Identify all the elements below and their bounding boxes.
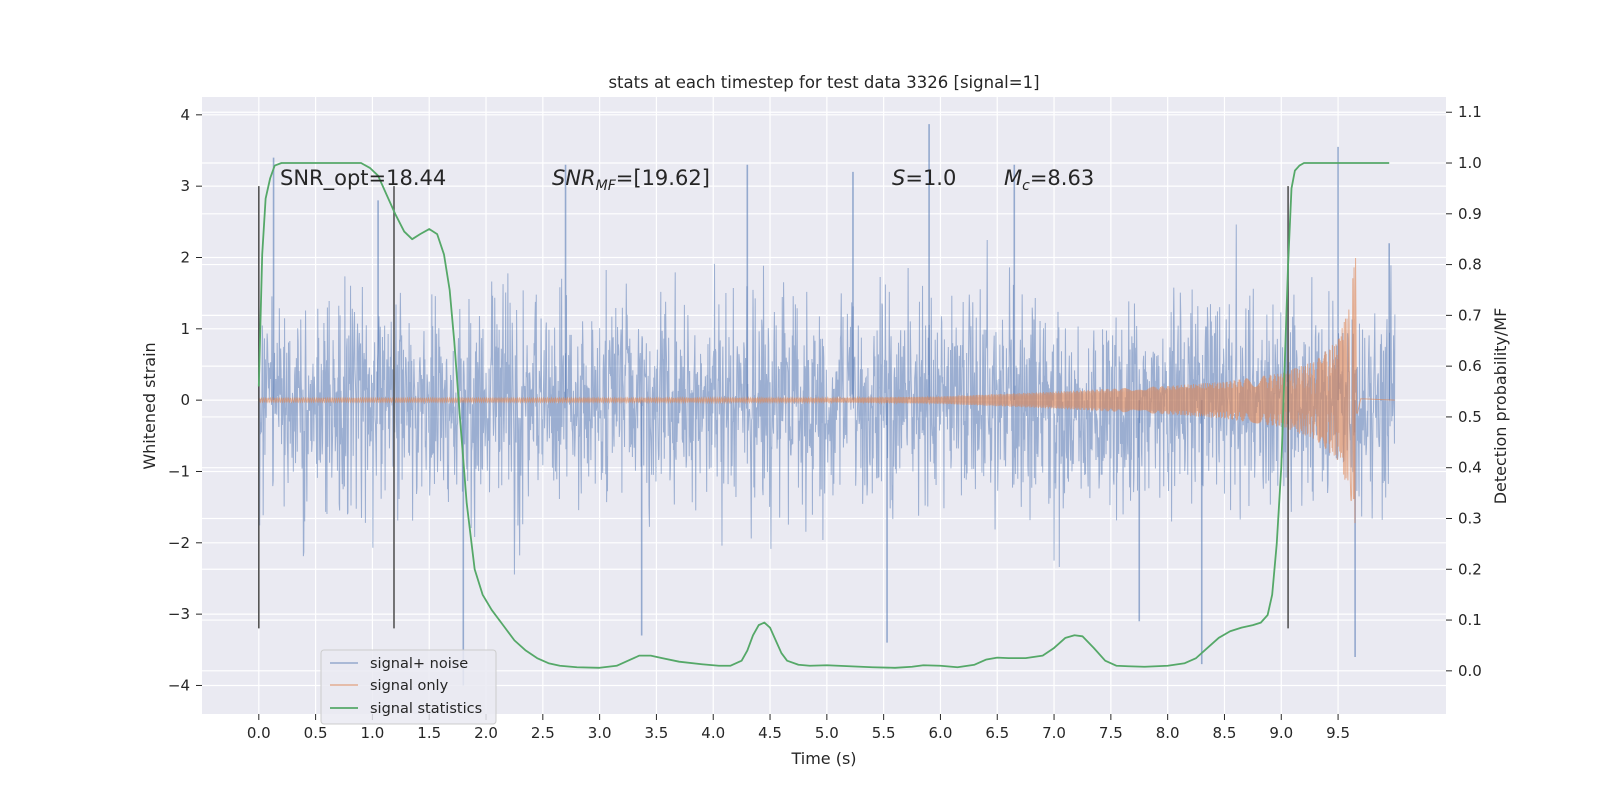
signal-noise-series (258, 124, 1396, 686)
annotation-mc-subscript: c (1022, 178, 1030, 194)
x-tick-label: 6.0 (929, 724, 953, 742)
x-axis-ticks: 0.0 0.5 1.0 1.5 2.0 2.5 3.0 3.5 4.0 4.5 5.0 5.5 6.0 6… (247, 714, 1350, 742)
y-tick-label: −1 (168, 462, 190, 480)
x-tick-label: 5.5 (872, 724, 896, 742)
y2-tick-label: 0.3 (1458, 509, 1482, 527)
x-tick-label: 8.5 (1213, 724, 1237, 742)
x-tick-label: 0.0 (247, 724, 271, 742)
x-tick-label: 7.0 (1042, 724, 1066, 742)
x-tick-label: 6.5 (985, 724, 1009, 742)
x-axis-label: Time (s) (790, 749, 856, 768)
y2-tick-label: 0.0 (1458, 662, 1482, 680)
annotation-s: S=1.0 (892, 166, 956, 190)
x-tick-label: 1.0 (360, 724, 384, 742)
annotation-mc-symbol: M (1004, 166, 1022, 190)
signal-noise-line (258, 224, 1396, 575)
legend-box (320, 649, 497, 725)
signal-only-series (258, 257, 1395, 524)
y-tick-label: −2 (168, 534, 190, 552)
signal-statistics-line (257, 162, 1390, 669)
y2-tick-label: 0.6 (1458, 357, 1482, 375)
signal-noise-peaks (272, 124, 1390, 686)
annotation-mc-value: =8.63 (1030, 166, 1094, 190)
y2-tick-label: 0.9 (1458, 205, 1482, 223)
y2-tick-label: 1.1 (1458, 103, 1482, 121)
x-tick-label: 9.0 (1269, 724, 1293, 742)
annotation-s-value: =1.0 (905, 166, 956, 190)
y-tick-label: 0 (180, 391, 190, 409)
x-tick-label: 2.5 (531, 724, 555, 742)
legend-label-signal-noise: signal+ noise (370, 656, 468, 672)
y-tick-label: 4 (180, 106, 190, 124)
x-tick-label: 4.5 (758, 724, 782, 742)
annotation-snr-mf-symbol: SNR (552, 166, 596, 190)
x-tick-label: 4.0 (701, 724, 725, 742)
y2-tick-label: 0.1 (1458, 611, 1482, 629)
y2-tick-label: 0.2 (1458, 560, 1482, 578)
annotation-s-symbol: S (892, 166, 905, 190)
y2-axis-ticks: 1.1 1.0 0.9 0.8 0.7 0.6 0.5 0.4 0.3 0.2 0.1 0.0 (1446, 103, 1482, 680)
signal-only-line (258, 257, 1395, 524)
y2-tick-label: 0.4 (1458, 459, 1482, 477)
legend-label-signal-only: signal only (370, 678, 449, 694)
x-tick-label: 0.5 (304, 724, 328, 742)
x-tick-label: 3.0 (588, 724, 612, 742)
x-tick-label: 7.5 (1099, 724, 1123, 742)
annotation-snr-mf-value: =[19.62] (616, 166, 710, 190)
y-axis-ticks: 4 3 2 1 0 −1 −2 −3 −4 (168, 106, 202, 694)
x-tick-label: 9.5 (1326, 724, 1350, 742)
y-tick-label: −4 (168, 676, 190, 694)
y2-tick-label: 0.7 (1458, 306, 1482, 324)
signal-statistics-series (257, 162, 1390, 669)
annotation-snr-opt: SNR_opt=18.44 (280, 166, 446, 191)
annotation-snr-mf: SNRMF=[19.62] (552, 166, 710, 194)
y-tick-label: 3 (180, 177, 190, 195)
x-tick-label: 3.5 (644, 724, 668, 742)
y-tick-label: −3 (168, 605, 190, 623)
legend-label-statistics: signal statistics (370, 701, 482, 717)
x-tick-label: 8.0 (1156, 724, 1180, 742)
y2-axis-label: Detection probability/MF (1491, 308, 1510, 505)
chart-title: stats at each timestep for test data 332… (608, 73, 1039, 92)
x-tick-label: 2.0 (474, 724, 498, 742)
annotation-chirp-mass: Mc=8.63 (1004, 166, 1094, 194)
legend: signal+ noise signal only signal statist… (320, 649, 497, 725)
y-axis-label: Whitened strain (140, 342, 159, 469)
x-tick-label: 5.0 (815, 724, 839, 742)
y-tick-label: 2 (180, 248, 190, 266)
y2-tick-label: 1.0 (1458, 154, 1482, 172)
y2-tick-label: 0.8 (1458, 256, 1482, 274)
y-tick-label: 1 (180, 320, 190, 338)
y2-tick-label: 0.5 (1458, 408, 1482, 426)
x-tick-label: 1.5 (417, 724, 441, 742)
annotation-snr-mf-subscript: MF (596, 178, 617, 194)
